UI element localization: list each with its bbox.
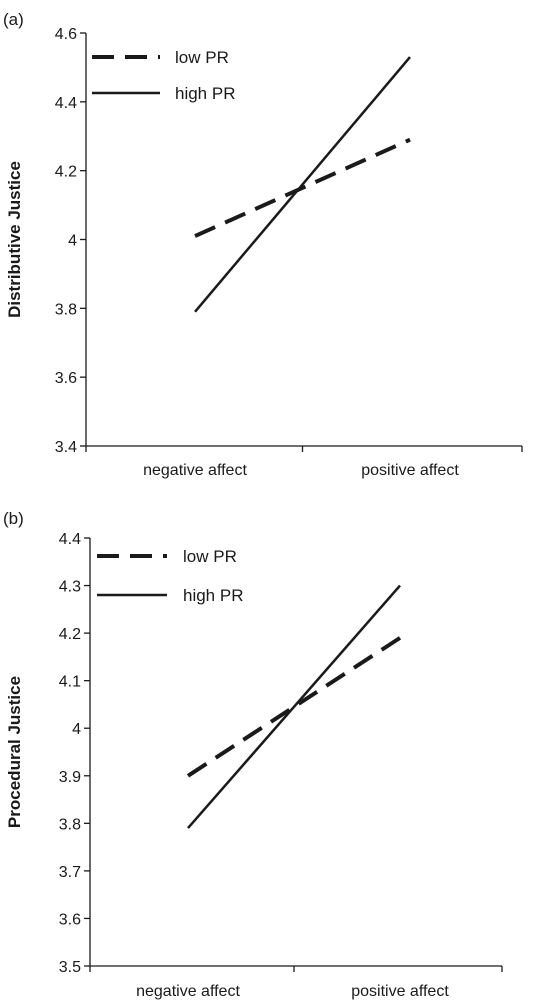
y-tick-label: 3.8 <box>59 816 81 833</box>
legend-label: low PR <box>183 547 237 566</box>
y-tick-label: 4.4 <box>59 531 81 548</box>
legend-label: low PR <box>175 48 229 67</box>
y-tick-label: 3.8 <box>55 301 77 318</box>
legend-label: high PR <box>183 586 243 605</box>
x-category-label: positive affect <box>351 983 449 1000</box>
y-tick-label: 3.6 <box>55 370 77 387</box>
series-line-low-pr <box>186 636 402 778</box>
panel-label: (b) <box>3 509 24 528</box>
y-tick-label: 3.6 <box>59 911 81 928</box>
series-line-high-pr <box>194 56 411 313</box>
y-tick-label: 4.3 <box>59 579 81 596</box>
series-line-low-pr <box>194 137 411 238</box>
y-tick-label: 3.7 <box>59 864 81 881</box>
y-tick-label: 4.1 <box>59 674 81 691</box>
y-tick-label: 4.4 <box>55 95 77 112</box>
chart-panel-a: (a) Distributive Justice 3.4 3.6 3.8 4 4.2 4.4 4… <box>3 10 523 479</box>
x-category-label: positive affect <box>361 462 459 479</box>
y-tick-label: 4 <box>68 233 77 250</box>
y-tick-label: 4.2 <box>59 626 81 643</box>
panel-label: (a) <box>3 10 24 29</box>
x-category-label: negative affect <box>136 983 240 1000</box>
x-category-label: negative affect <box>143 462 247 479</box>
chart-panel-b: (b) Procedural Justice 3.5 3.6 3.7 3.8 3.9 4 4.1… <box>3 509 503 1000</box>
y-tick-label: 4 <box>72 721 81 738</box>
y-axis-label: Distributive Justice <box>5 161 24 318</box>
series-line-high-pr <box>187 584 401 829</box>
y-tick-label: 4.6 <box>55 26 77 43</box>
legend-label: high PR <box>175 84 235 103</box>
y-tick-label: 3.4 <box>55 439 77 456</box>
y-axis-label: Procedural Justice <box>5 676 24 828</box>
y-tick-label: 3.9 <box>59 769 81 786</box>
y-tick-label: 3.5 <box>59 959 81 976</box>
y-tick-label: 4.2 <box>55 164 77 181</box>
